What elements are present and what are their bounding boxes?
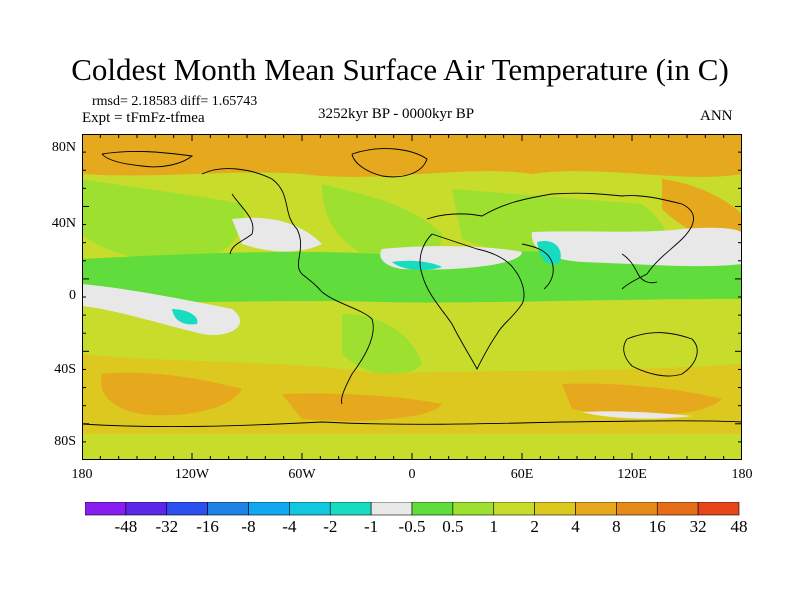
lat-tick-40s: 40S	[54, 362, 76, 377]
colorbar-label: -4	[282, 517, 297, 536]
colorbar-label: -16	[196, 517, 219, 536]
colorbar-label: 16	[648, 517, 666, 536]
north-pacific-green	[82, 179, 244, 264]
colorbar-label: -32	[155, 517, 179, 536]
southern-ocean-yellow	[82, 354, 742, 437]
colorbar-swatch	[85, 502, 127, 516]
experiment-label: Expt = tFmFz-tfmea	[82, 110, 205, 126]
north-atlantic-green	[322, 184, 442, 266]
south-pacific-orange	[101, 372, 243, 416]
temperature-anomaly-map	[82, 134, 742, 460]
colorbar-label: -8	[241, 517, 256, 536]
lat-tick-80n: 80N	[51, 140, 76, 155]
lon-tick-60e: 60E	[510, 467, 534, 482]
colorbar-label: 2	[530, 517, 539, 536]
colorbar	[85, 502, 740, 516]
lat-tick-80s: 80S	[54, 434, 76, 449]
season-label: ANN	[700, 108, 733, 124]
colorbar-swatch	[166, 502, 208, 516]
colorbar-swatch	[656, 502, 699, 516]
colorbar-label: 8	[612, 517, 621, 536]
lon-tick-180w: 180	[71, 467, 93, 482]
coastlines	[82, 148, 742, 428]
tropics-green-band	[82, 249, 742, 303]
colorbar-swatch	[493, 502, 535, 516]
colorbar-label: 1	[489, 517, 499, 536]
antarctica-green-strip	[82, 434, 742, 460]
south-asia-gray	[531, 227, 742, 267]
colorbar-label: 4	[571, 517, 580, 536]
southern-ocean-orange	[282, 393, 442, 421]
antarctica-gray-patch	[582, 411, 692, 419]
colorbar-swatch	[697, 502, 740, 516]
lon-tick-0: 0	[408, 467, 416, 482]
lat-tick-40n: 40N	[51, 216, 76, 231]
colorbar-label: 48	[730, 517, 748, 536]
colorbar-swatch	[575, 502, 617, 516]
colorbar-label: -48	[114, 517, 138, 536]
americas-north-gray	[232, 217, 322, 252]
lon-tick-60w: 60W	[288, 467, 316, 482]
map-title: Coldest Month Mean Surface Air Temperatu…	[71, 52, 729, 87]
colorbar-swatch	[534, 502, 576, 516]
lon-tick-120w: 120W	[174, 467, 210, 482]
colorbar-label: -2	[323, 517, 338, 536]
rmsd-diff-stats: rmsd= 2.18583 diff= 1.65743	[92, 94, 258, 109]
arctic-orange-region	[82, 134, 742, 177]
south-indian-orange	[562, 383, 722, 416]
india-cyan	[537, 240, 561, 265]
east-asia-orange	[662, 179, 742, 244]
north-africa-cyan	[392, 260, 442, 270]
colorbar-label: -0.5	[398, 517, 426, 536]
colorbar-swatch	[207, 502, 249, 516]
equatorial-pacific-gray	[82, 284, 241, 335]
colorbar-swatch	[370, 502, 413, 516]
colorbar-swatch	[329, 502, 372, 516]
lon-tick-180e: 180	[731, 467, 753, 482]
colorbar-swatch	[125, 502, 168, 516]
colorbar-swatch	[452, 502, 495, 516]
colorbar-label: 32	[689, 517, 707, 536]
colorbar-swatch	[411, 502, 454, 516]
colorbar-swatch	[248, 502, 290, 516]
lat-tick-0: 0	[69, 288, 76, 303]
period-label: 3252kyr BP - 0000kyr BP	[318, 106, 475, 122]
colorbar-label: 0.5	[442, 517, 464, 536]
colorbar-label: -1	[364, 517, 379, 536]
map-ticks	[82, 134, 742, 460]
south-pacific-cyan	[172, 309, 198, 325]
colorbar-swatch	[289, 502, 331, 516]
colorbar-swatch	[616, 502, 658, 516]
lon-tick-120e: 120E	[617, 467, 647, 482]
